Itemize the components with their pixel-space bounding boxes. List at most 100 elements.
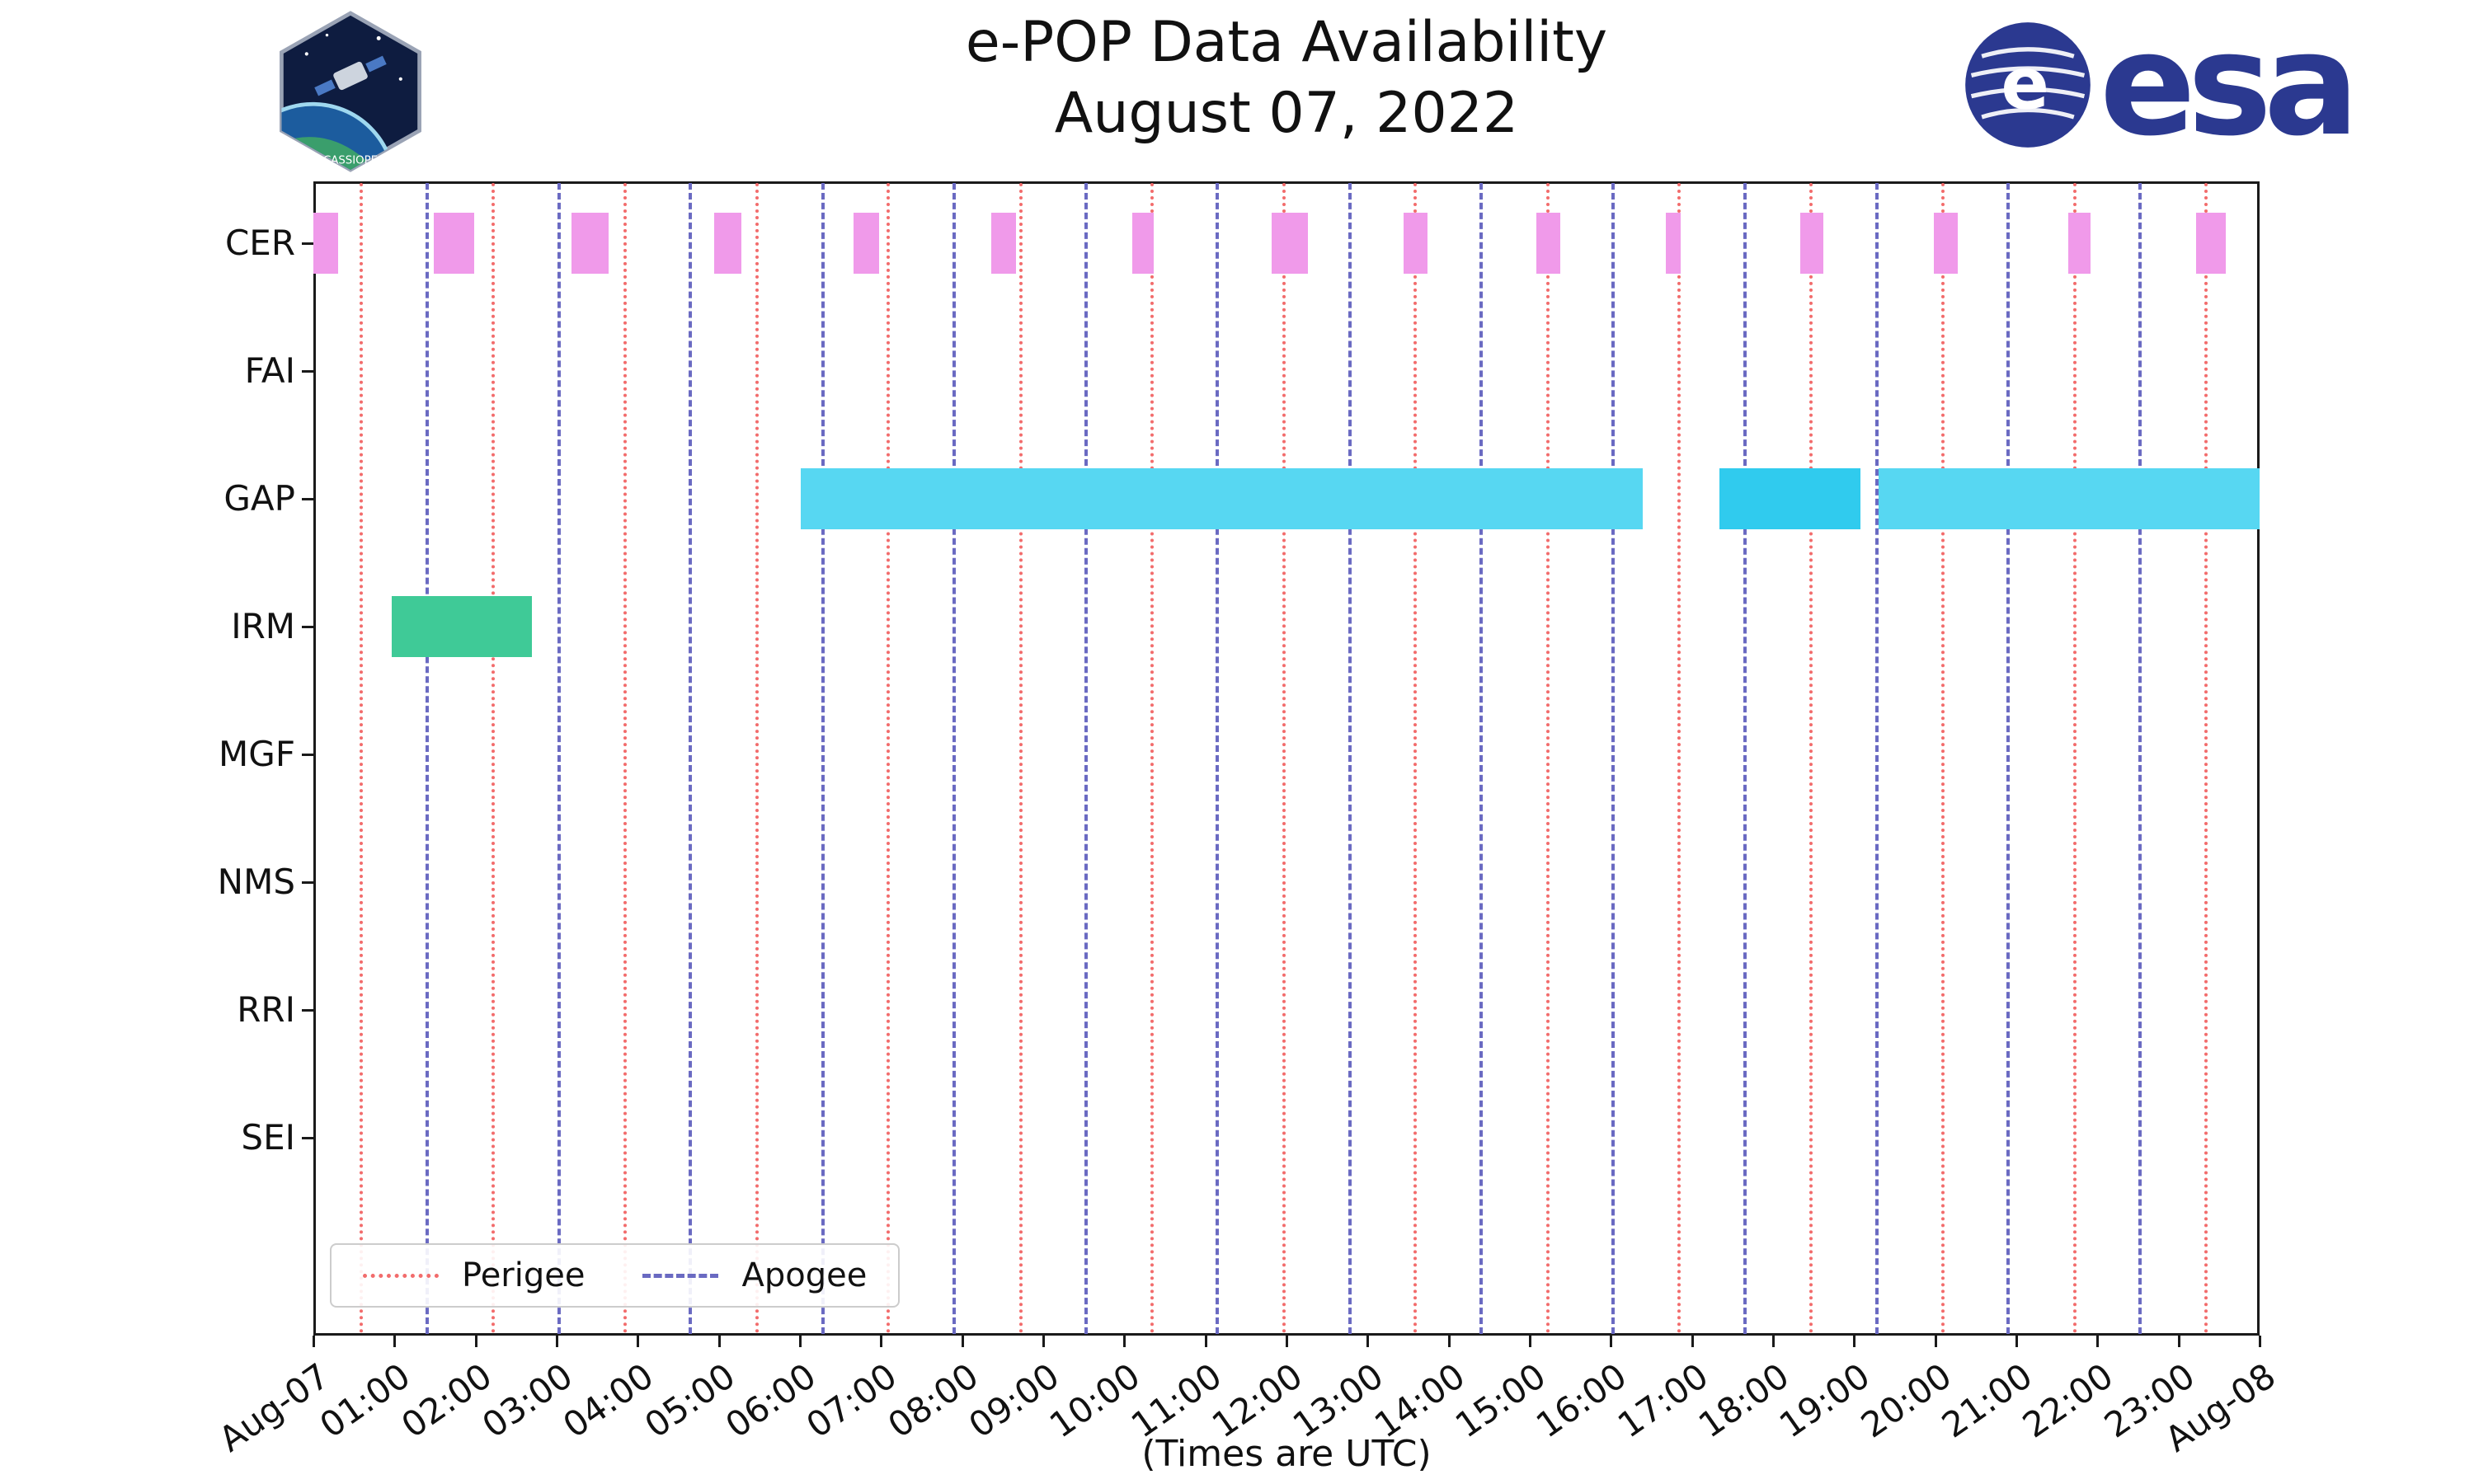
apogee-line (1216, 183, 1220, 1334)
y-tick (302, 242, 313, 245)
apogee-line (689, 183, 693, 1334)
x-tick (1610, 1336, 1613, 1347)
gap-availability-bar (1878, 468, 2260, 529)
legend-entry-perigee: Perigee (363, 1256, 585, 1294)
legend-label-apogee: Apogee (741, 1256, 868, 1294)
x-tick (1772, 1336, 1775, 1347)
chart-subtitle: August 07, 2022 (1054, 81, 1519, 146)
y-axis-label: FAI (244, 350, 295, 391)
perigee-line (1677, 183, 1681, 1334)
x-tick (1529, 1336, 1531, 1347)
cer-availability-bar (1933, 213, 1959, 274)
y-axis-label: IRM (231, 606, 295, 646)
y-tick (302, 754, 313, 756)
perigee-line (1150, 183, 1154, 1334)
esa-globe-icon: e (1965, 22, 2091, 148)
apogee-line-sample-icon (642, 1273, 719, 1278)
apogee-line (2138, 183, 2142, 1334)
patch-satellite-icon (314, 55, 387, 96)
perigee-line (1413, 183, 1418, 1334)
perigee-line (1282, 183, 1286, 1334)
apogee-line (1611, 183, 1616, 1334)
perigee-line (623, 183, 627, 1334)
perigee-line (1940, 183, 1945, 1334)
y-tick (302, 498, 313, 500)
x-tick (556, 1336, 558, 1347)
cer-availability-bar (2067, 213, 2091, 274)
x-tick (717, 1336, 721, 1347)
y-axis-label: GAP (223, 478, 295, 519)
y-tick (302, 1009, 313, 1012)
x-tick (2015, 1336, 2018, 1347)
chart-title: e-POP Data Availability (965, 10, 1608, 75)
x-tick (1853, 1336, 1856, 1347)
cer-availability-bar (571, 213, 609, 274)
gap-availability-bar (1719, 468, 1861, 529)
apogee-line (1874, 183, 1879, 1334)
y-tick (302, 370, 313, 373)
perigee-line (887, 183, 891, 1334)
cer-availability-bar (1536, 213, 1561, 274)
apogee-line (2006, 183, 2011, 1334)
perigee-line (2204, 183, 2208, 1334)
x-tick (1042, 1336, 1045, 1347)
perigee-line (755, 183, 759, 1334)
y-tick (302, 881, 313, 884)
x-tick (1447, 1336, 1451, 1347)
patch-atmosphere-arc (281, 101, 397, 170)
cer-availability-bar (1800, 213, 1823, 274)
cer-availability-bar (991, 213, 1016, 274)
x-tick (2259, 1336, 2261, 1347)
esa-logo: e esa (1963, 2, 2359, 167)
x-tick (474, 1336, 477, 1347)
y-axis-label: SEI (241, 1117, 295, 1158)
perigee-line (1809, 183, 1813, 1334)
apogee-line (557, 183, 561, 1334)
cer-availability-bar (2196, 213, 2226, 274)
apogee-line (1348, 183, 1352, 1334)
apogee-line (1743, 183, 1747, 1334)
legend-entry-apogee: Apogee (642, 1256, 867, 1294)
cassiope-mission-patch-icon: CASSIOPE (280, 11, 421, 172)
plot-area (313, 181, 2260, 1336)
x-tick (313, 1336, 315, 1347)
x-tick (2096, 1336, 2100, 1347)
esa-globe-letter: e (2001, 43, 2049, 125)
x-tick (1286, 1336, 1288, 1347)
perigee-line (1545, 183, 1550, 1334)
x-tick (393, 1336, 397, 1347)
esa-wordmark: esa (2100, 2, 2359, 167)
cer-availability-bar (1132, 213, 1154, 274)
x-tick (1934, 1336, 1937, 1347)
x-tick (1366, 1336, 1370, 1347)
perigee-line-sample-icon (363, 1273, 439, 1278)
cassiope-patch-label: CASSIOPE (323, 154, 378, 167)
perigee-line (1018, 183, 1023, 1334)
irm-availability-bar (392, 596, 532, 657)
y-axis-label: NMS (217, 862, 295, 902)
y-axis-label: RRI (237, 989, 295, 1030)
cer-availability-bar (313, 213, 338, 274)
gap-availability-bar (800, 468, 1643, 529)
cer-availability-bar (1666, 213, 1681, 274)
legend-label-perigee: Perigee (462, 1256, 586, 1294)
x-tick (2177, 1336, 2180, 1347)
apogee-line (1084, 183, 1089, 1334)
x-tick (880, 1336, 883, 1347)
cer-availability-bar (1272, 213, 1308, 274)
cer-availability-bar (1403, 213, 1428, 274)
y-tick (302, 626, 313, 628)
x-tick (1204, 1336, 1207, 1347)
perigee-line (360, 183, 364, 1334)
x-tick (637, 1336, 640, 1347)
cer-availability-bar (853, 213, 880, 274)
y-axis-label: CER (224, 223, 295, 263)
cer-availability-bar (433, 213, 474, 274)
y-tick (302, 1137, 313, 1139)
x-tick (961, 1336, 964, 1347)
apogee-line (821, 183, 825, 1334)
y-axis-label: MGF (219, 734, 295, 774)
apogee-line (1479, 183, 1484, 1334)
